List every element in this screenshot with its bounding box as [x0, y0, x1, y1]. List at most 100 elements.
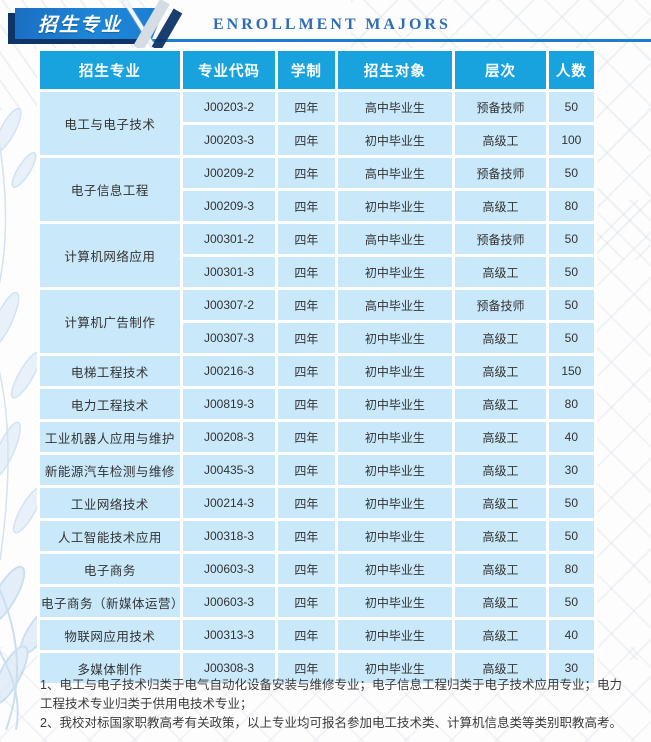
code-cell: J00308-3	[182, 653, 276, 683]
x-decoration-icon	[118, 0, 188, 52]
column-header-6: 人数	[548, 51, 594, 89]
code-cell: J00307-3	[182, 323, 276, 353]
level-cell: 高级工	[455, 455, 546, 485]
level-cell: 高级工	[455, 191, 546, 221]
code-cell: J00203-2	[182, 92, 276, 122]
table-row: 电子商务 J00603-3 四年 初中毕业生 高级工 80	[40, 554, 594, 584]
code-cell: J00819-3	[182, 389, 276, 419]
table-row: 电力工程技术 J00819-3 四年 初中毕业生 高级工 80	[40, 389, 594, 419]
major-name-cell: 物联网应用技术	[40, 620, 180, 650]
target-cell: 高中毕业生	[337, 224, 453, 254]
duration-cell: 四年	[278, 422, 335, 452]
count-cell: 30	[548, 653, 594, 683]
level-cell: 高级工	[455, 422, 546, 452]
duration-cell: 四年	[278, 389, 335, 419]
table-row: 电工与电子技术 J00203-2 四年 高中毕业生 预备技师 50	[40, 92, 594, 155]
table-row: 电子信息工程 J00209-2 四年 高中毕业生 预备技师 50	[40, 158, 594, 221]
table-row: 人工智能技术应用 J00318-3 四年 初中毕业生 高级工 50	[40, 521, 594, 551]
table-row: 电梯工程技术 J00216-3 四年 初中毕业生 高级工 150	[40, 356, 594, 386]
major-name-cell: 电力工程技术	[40, 389, 180, 419]
enrollment-table: 招生专业 专业代码 学制 招生对象 层次 人数 电工与电子技术 J00203-2 四年 高中毕业…	[37, 48, 597, 686]
column-header-4: 招生对象	[337, 51, 453, 89]
target-cell: 初中毕业生	[337, 125, 453, 155]
duration-cell: 四年	[278, 191, 335, 221]
target-cell: 高中毕业生	[337, 290, 453, 320]
level-cell: 预备技师	[455, 290, 546, 320]
count-cell: 80	[548, 389, 594, 419]
table-row: J00307-3 四年 初中毕业生 高级工 50	[40, 323, 594, 353]
count-cell: 50	[548, 587, 594, 617]
major-name-cell: 电梯工程技术	[40, 356, 180, 386]
table-row: 多媒体制作 J00308-3 四年 初中毕业生 高级工 30	[40, 653, 594, 683]
code-cell: J00301-2	[182, 224, 276, 254]
target-cell: 初中毕业生	[337, 554, 453, 584]
column-header-1: 招生专业	[40, 51, 180, 89]
count-cell: 50	[548, 290, 594, 320]
code-cell: J00603-3	[182, 554, 276, 584]
table-row: 计算机网络应用 J00301-2 四年 高中毕业生 预备技师 50	[40, 224, 594, 287]
level-cell: 预备技师	[455, 92, 546, 122]
duration-cell: 四年	[278, 257, 335, 287]
code-cell: J00435-3	[182, 455, 276, 485]
column-header-2: 专业代码	[182, 51, 276, 89]
duration-cell: 四年	[278, 290, 335, 320]
major-name-cell: 电子信息工程	[40, 158, 180, 221]
note-2: 2、我校对标国家职教高考有关政策，以上专业均可报名参加电工技术类、计算机信息类等…	[40, 716, 622, 730]
duration-cell: 四年	[278, 92, 335, 122]
level-cell: 高级工	[455, 521, 546, 551]
target-cell: 高中毕业生	[337, 158, 453, 188]
duration-cell: 四年	[278, 455, 335, 485]
count-cell: 150	[548, 356, 594, 386]
note-1: 1、电工与电子技术归类于电气自动化设备安装与维修专业；电子信息工程归类于电子技术…	[40, 678, 622, 711]
target-cell: 初中毕业生	[337, 422, 453, 452]
major-name-cell: 多媒体制作	[40, 653, 180, 683]
level-cell: 高级工	[455, 356, 546, 386]
table-row: 电子商务（新媒体运营） J00603-3 四年 初中毕业生 高级工 50	[40, 587, 594, 617]
page-title-text: 招生专业	[38, 15, 123, 36]
count-cell: 50	[548, 257, 594, 287]
major-name-cell: 计算机广告制作	[40, 290, 180, 353]
table-row: J00209-3 四年 初中毕业生 高级工 80	[40, 191, 594, 221]
code-cell: J00203-3	[182, 125, 276, 155]
code-cell: J00208-3	[182, 422, 276, 452]
count-cell: 40	[548, 620, 594, 650]
lattice-pattern-right	[591, 200, 651, 660]
duration-cell: 四年	[278, 587, 335, 617]
code-cell: J00603-3	[182, 587, 276, 617]
major-name-cell: 电子商务	[40, 554, 180, 584]
level-cell: 高级工	[455, 587, 546, 617]
table-row: J00203-3 四年 初中毕业生 高级工 100	[40, 125, 594, 155]
target-cell: 初中毕业生	[337, 620, 453, 650]
count-cell: 50	[548, 158, 594, 188]
duration-cell: 四年	[278, 158, 335, 188]
level-cell: 预备技师	[455, 158, 546, 188]
table-body: 电工与电子技术 J00203-2 四年 高中毕业生 预备技师 50 J00203-3 四年 初中…	[40, 92, 594, 683]
page-subtitle: ENROLLMENT MAJORS	[213, 16, 451, 33]
duration-cell: 四年	[278, 125, 335, 155]
count-cell: 50	[548, 92, 594, 122]
target-cell: 初中毕业生	[337, 323, 453, 353]
level-cell: 高级工	[455, 323, 546, 353]
column-header-3: 学制	[278, 51, 335, 89]
major-name-cell: 电子商务（新媒体运营）	[40, 587, 180, 617]
target-cell: 初中毕业生	[337, 191, 453, 221]
target-cell: 初中毕业生	[337, 389, 453, 419]
code-cell: J00301-3	[182, 257, 276, 287]
level-cell: 高级工	[455, 488, 546, 518]
major-name-cell: 新能源汽车检测与维修	[40, 455, 180, 485]
table-row: 新能源汽车检测与维修 J00435-3 四年 初中毕业生 高级工 30	[40, 455, 594, 485]
level-cell: 高级工	[455, 257, 546, 287]
count-cell: 80	[548, 191, 594, 221]
count-cell: 30	[548, 455, 594, 485]
duration-cell: 四年	[278, 653, 335, 683]
section-header: 招生专业 ENROLLMENT MAJORS	[0, 0, 651, 52]
code-cell: J00313-3	[182, 620, 276, 650]
table-row: J00301-3 四年 初中毕业生 高级工 50	[40, 257, 594, 287]
code-cell: J00214-3	[182, 488, 276, 518]
count-cell: 50	[548, 224, 594, 254]
duration-cell: 四年	[278, 554, 335, 584]
target-cell: 初中毕业生	[337, 521, 453, 551]
level-cell: 高级工	[455, 653, 546, 683]
target-cell: 初中毕业生	[337, 488, 453, 518]
target-cell: 初中毕业生	[337, 455, 453, 485]
